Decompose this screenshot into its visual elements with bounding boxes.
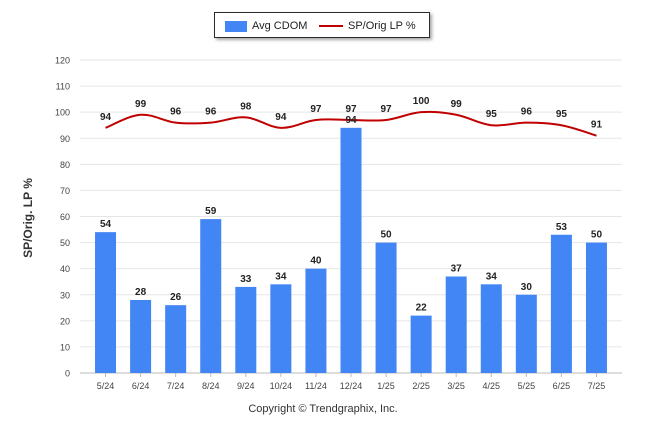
bar-avg-cdom <box>445 276 467 373</box>
y-tick-label: 10 <box>60 342 70 352</box>
line-data-label: 91 <box>591 120 603 131</box>
line-data-label: 96 <box>205 107 217 118</box>
x-tick-label: 5/24 <box>97 381 115 391</box>
bar-data-label: 33 <box>240 274 252 285</box>
bar-avg-cdom <box>375 242 397 373</box>
bar-data-label: 94 <box>345 115 357 126</box>
legend-swatch-line <box>319 25 343 27</box>
legend-label-avg-cdom: Avg CDOM <box>252 20 308 32</box>
legend-item-avg-cdom[interactable]: Avg CDOM <box>225 19 307 33</box>
x-tick-label: 10/24 <box>270 381 293 391</box>
bar-avg-cdom <box>305 268 327 373</box>
y-tick-label: 80 <box>60 160 70 170</box>
bar-data-label: 30 <box>521 282 533 293</box>
y-tick-label: 100 <box>55 108 70 118</box>
bar-avg-cdom <box>410 315 432 373</box>
x-tick-label: 2/25 <box>412 381 430 391</box>
bar-avg-cdom <box>95 232 117 373</box>
bar-avg-cdom <box>130 299 152 373</box>
bar-avg-cdom <box>235 286 257 373</box>
bar-data-label: 22 <box>416 303 428 314</box>
bar-data-label: 54 <box>100 219 112 230</box>
x-tick-label: 12/24 <box>340 381 363 391</box>
bar-avg-cdom <box>550 234 572 373</box>
x-tick-label: 7/25 <box>588 381 606 391</box>
bar-avg-cdom <box>585 242 607 373</box>
x-tick-label: 1/25 <box>377 381 395 391</box>
y-tick-label: 110 <box>56 82 70 92</box>
y-tick-label: 120 <box>55 56 70 66</box>
bar-data-label: 50 <box>381 230 393 241</box>
bar-data-label: 53 <box>556 222 568 233</box>
y-axis-label: SP/Orig. LP % <box>21 178 35 258</box>
chart-legend: Avg CDOM SP/Orig LP % <box>214 12 430 38</box>
x-tick-label: 8/24 <box>202 381 220 391</box>
legend-swatch-bar <box>225 20 247 32</box>
bar-data-label: 50 <box>591 230 603 241</box>
copyright-footer: Copyright © Trendgraphix, Inc. <box>248 403 398 415</box>
bar-data-label: 34 <box>486 271 498 282</box>
line-data-label: 100 <box>413 96 430 107</box>
line-data-label: 99 <box>135 99 147 110</box>
y-tick-label: 20 <box>60 316 70 326</box>
line-data-label: 94 <box>275 112 287 123</box>
bar-data-label: 26 <box>170 292 182 303</box>
y-tick-label: 50 <box>60 238 70 248</box>
line-data-label: 94 <box>100 112 112 123</box>
bar-data-label: 37 <box>451 263 463 274</box>
bar-data-label: 40 <box>310 256 322 267</box>
x-tick-label: 4/25 <box>483 381 501 391</box>
bar-avg-cdom <box>480 284 502 373</box>
bar-avg-cdom <box>340 127 362 373</box>
bar-data-label: 34 <box>275 271 287 282</box>
x-tick-label: 6/24 <box>132 381 150 391</box>
line-data-label: 97 <box>345 104 357 115</box>
line-data-label: 97 <box>381 104 393 115</box>
bar-avg-cdom <box>270 284 292 373</box>
y-tick-label: 60 <box>60 212 70 222</box>
line-sp-orig-lp <box>105 110 597 137</box>
y-tick-label: 30 <box>60 290 70 300</box>
line-data-label: 95 <box>556 109 568 120</box>
legend-label-sp-orig-lp: SP/Orig LP % <box>348 20 416 32</box>
line-data-label: 96 <box>170 107 182 118</box>
bar-avg-cdom <box>200 219 222 373</box>
y-tick-label: 40 <box>60 264 70 274</box>
line-data-label: 97 <box>310 104 322 115</box>
y-tick-label: 90 <box>60 134 70 144</box>
x-tick-label: 9/24 <box>237 381 255 391</box>
x-tick-label: 6/25 <box>553 381 571 391</box>
bar-avg-cdom <box>515 294 537 373</box>
line-data-label: 99 <box>451 99 463 110</box>
x-tick-label: 11/24 <box>305 381 327 391</box>
bar-avg-cdom <box>165 305 187 373</box>
line-data-label: 95 <box>486 109 498 120</box>
y-tick-label: 70 <box>60 186 70 196</box>
bar-data-label: 59 <box>205 206 217 217</box>
legend-item-sp-orig-lp[interactable]: SP/Orig LP % <box>319 19 416 33</box>
x-tick-label: 3/25 <box>447 381 465 391</box>
line-data-label: 96 <box>521 107 533 118</box>
x-tick-label: 7/24 <box>167 381 185 391</box>
x-tick-label: 5/25 <box>518 381 536 391</box>
y-tick-label: 0 <box>65 369 70 379</box>
bar-data-label: 28 <box>135 287 147 298</box>
line-data-label: 98 <box>240 101 252 112</box>
